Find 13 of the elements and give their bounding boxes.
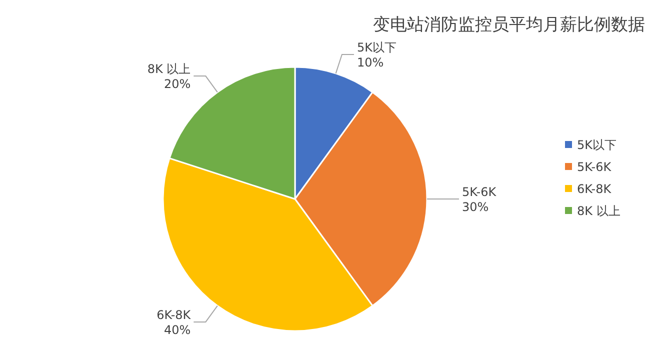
- slice-label: 8K 以上: [147, 62, 191, 76]
- data-label: 20%: [164, 77, 191, 92]
- data-label: 10%: [356, 55, 384, 70]
- slice-label: 6K-8K: [156, 308, 192, 322]
- slice-label: 5K以下: [356, 40, 396, 54]
- slice-label: 5K-6K: [462, 185, 498, 199]
- legend-label: 5K以下: [577, 138, 617, 152]
- legend-label: 8K 以上: [577, 204, 620, 218]
- legend-label: 6K-8K: [577, 182, 612, 196]
- chart-title: 变电站消防监控员平均月薪比例数据: [373, 15, 645, 35]
- data-label: 40%: [164, 322, 191, 337]
- legend-label: 5K-6K: [577, 160, 612, 174]
- data-label: 30%: [462, 200, 489, 214]
